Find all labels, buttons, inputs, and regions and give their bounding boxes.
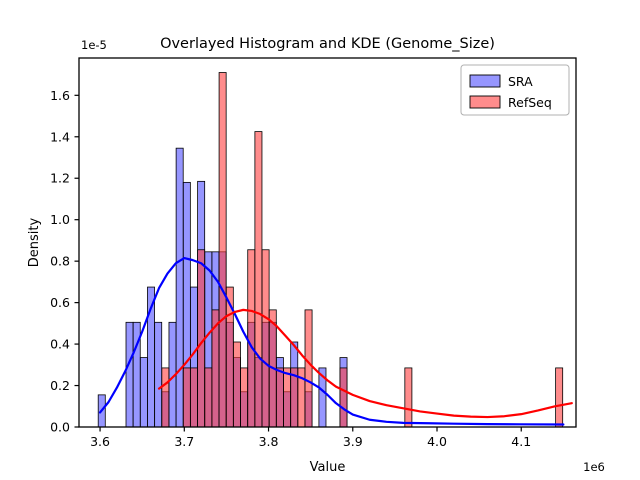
kde-curve-refseq bbox=[157, 308, 573, 419]
y-tick-label: 1.6 bbox=[50, 88, 70, 103]
histogram-bar bbox=[204, 367, 213, 428]
y-tick-label: 0.8 bbox=[50, 254, 70, 269]
histogram-bar bbox=[261, 249, 270, 428]
histogram-bar bbox=[218, 72, 227, 428]
legend-swatch-refseq bbox=[469, 95, 501, 109]
x-tick-label: 4.0 bbox=[427, 434, 447, 449]
legend-label-refseq: RefSeq bbox=[508, 95, 552, 110]
y-tick-label: 0.4 bbox=[50, 337, 70, 352]
y-tick-label: 0.0 bbox=[50, 420, 70, 435]
histogram-bar bbox=[247, 249, 256, 428]
histogram-bar bbox=[139, 357, 148, 428]
y-tick-label: 1.4 bbox=[50, 129, 70, 144]
histogram-bar bbox=[254, 131, 263, 428]
histogram-bar bbox=[339, 367, 348, 428]
histogram-bar bbox=[233, 341, 241, 428]
x-tick-label: 3.8 bbox=[259, 434, 279, 449]
kde-curve-sra bbox=[98, 256, 565, 426]
x-tick-label: 3.6 bbox=[90, 434, 110, 449]
y-tick-label: 1.0 bbox=[50, 212, 70, 227]
histogram-bar bbox=[182, 367, 191, 428]
histogram-bar bbox=[161, 367, 170, 428]
histogram-bar bbox=[154, 321, 163, 428]
histogram-bar bbox=[555, 367, 564, 428]
y-axis-label: Density bbox=[27, 217, 42, 267]
axes-frame bbox=[78, 57, 577, 428]
histogram-bar bbox=[190, 367, 198, 428]
x-tick-label: 3.7 bbox=[174, 434, 194, 449]
histogram-bar bbox=[275, 367, 284, 428]
y-tick-label: 0.6 bbox=[50, 295, 70, 310]
x-tick-label: 3.9 bbox=[343, 434, 363, 449]
histogram-bar bbox=[283, 367, 292, 428]
x-axis-label: Value bbox=[310, 460, 346, 475]
chart-title: Overlayed Histogram and KDE (Genome_Size… bbox=[160, 36, 495, 52]
y-axis-offset-text: 1e-5 bbox=[81, 38, 107, 52]
x-tick-label: 4.1 bbox=[511, 434, 531, 449]
histogram-bar bbox=[240, 367, 249, 428]
histogram-bar bbox=[304, 309, 313, 428]
legend-swatch-sra bbox=[469, 74, 501, 88]
histogram-bar bbox=[404, 367, 413, 428]
histogram-bar bbox=[175, 147, 184, 428]
histogram-bar bbox=[125, 321, 134, 428]
y-tick-label: 0.2 bbox=[50, 378, 70, 393]
legend-label-sra: SRA bbox=[508, 74, 533, 89]
y-tick-label: 1.2 bbox=[50, 171, 70, 186]
x-axis-offset-text: 1e6 bbox=[583, 460, 605, 474]
